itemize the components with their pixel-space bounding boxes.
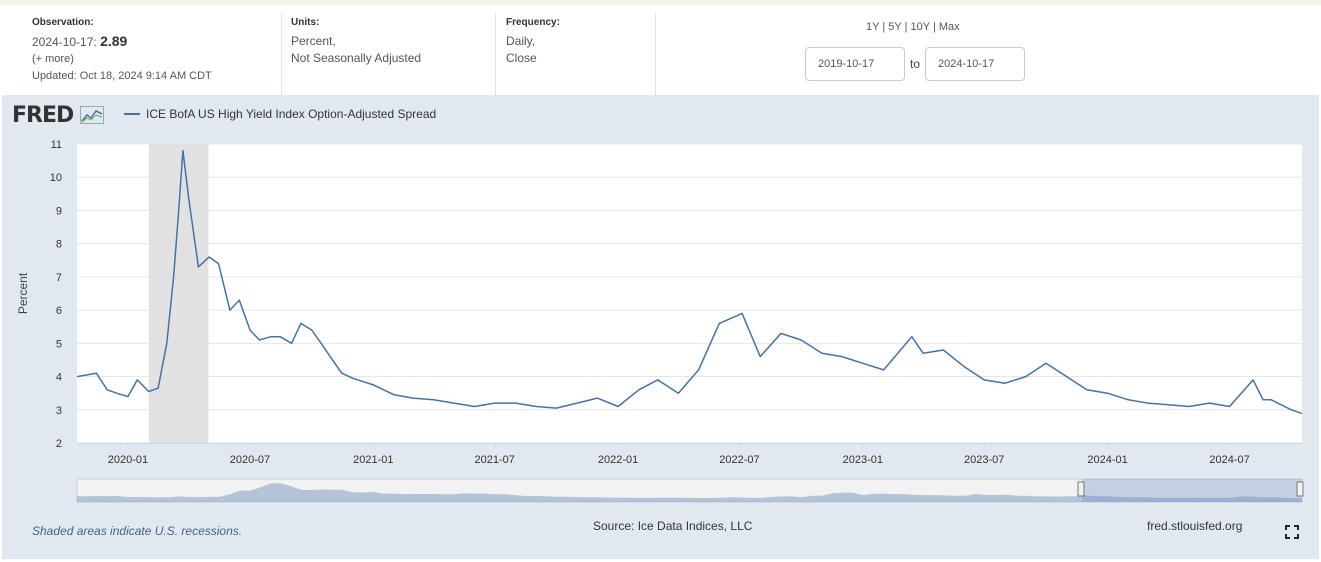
legend-label: ICE BofA US High Yield Index Option-Adju… [146, 107, 437, 121]
recession-band [148, 144, 209, 443]
units-line1: Percent, [291, 34, 336, 48]
recession-note: Shaded areas indicate U.S. recessions. [32, 524, 243, 538]
x-tick-label: 2022-01 [598, 454, 638, 466]
x-tick-label: 2021-01 [353, 454, 393, 466]
units-line2: Not Seasonally Adjusted [291, 51, 422, 65]
frequency-line2: Close [506, 51, 537, 65]
start-date-input[interactable]: 2019-10-17 [805, 47, 905, 81]
observation-value: 2.89 [100, 33, 128, 49]
x-tick-label: 2023-01 [843, 454, 883, 466]
range-separator: | [932, 21, 936, 33]
navigator-handle [1296, 481, 1304, 497]
line-chart: 2 3 4 5 6 7 8 9 10 11 2020-01 2020-07 2021-01 2021-0… [16, 139, 1304, 503]
divider [655, 13, 656, 95]
fred-logo-text: FRED [12, 103, 74, 128]
x-tick-label: 2023-07 [964, 454, 1004, 466]
units-label: Units: [291, 17, 320, 28]
frequency-label: Frequency: [506, 17, 560, 28]
site-link[interactable]: fred.stlouisfed.org [1147, 519, 1243, 533]
range-buttons: 1Y | 5Y | 10Y | Max [866, 21, 960, 33]
y-tick-label: 2 [56, 438, 62, 450]
legend-swatch [124, 113, 140, 115]
fred-chart-icon [79, 106, 104, 124]
observation-label: Observation: [32, 17, 94, 28]
updated-text: Updated: Oct 18, 2024 9:14 AM CDT [32, 70, 212, 82]
y-axis-label: Percent [16, 272, 30, 314]
range-max-button[interactable]: Max [938, 21, 960, 33]
x-tick-label: 2021-07 [475, 454, 515, 466]
x-tick-label: 2022-07 [719, 454, 759, 466]
y-tick-label: 5 [56, 338, 62, 350]
observation-block: Observation: 2024-10-17: 2.89 (+ more) U… [32, 14, 212, 85]
frequency-line1: Daily, [506, 34, 536, 48]
y-tick-label: 9 [56, 205, 62, 217]
y-tick-label: 6 [56, 305, 62, 317]
plot-area [77, 144, 1302, 443]
series-layer [76, 149, 1303, 415]
navigator-area [77, 483, 1302, 502]
recession-layer [148, 144, 209, 443]
source-text: Source: Ice Data Indices, LLC [593, 519, 753, 533]
observation-line: 2024-10-17: 2.89 [32, 33, 212, 51]
navigator-handle [1077, 481, 1085, 497]
y-tick-label: 7 [56, 272, 62, 284]
x-axis: 2020-01 2020-07 2021-01 2021-07 2022-01 2022-… [77, 443, 1302, 466]
x-tick-label: 2024-01 [1087, 454, 1127, 466]
units-block: Units: Percent, Not Seasonally Adjusted [291, 14, 421, 67]
series-meta-bar: Observation: 2024-10-17: 2.89 (+ more) U… [0, 5, 1321, 95]
y-tick-label: 4 [56, 372, 62, 384]
range-10y-button[interactable]: 10Y [910, 21, 930, 33]
observation-date: 2024-10-17: [32, 35, 97, 49]
to-label: to [910, 57, 921, 71]
y-tick-label: 10 [50, 172, 62, 184]
fred-logo: FRED [12, 103, 104, 128]
x-tick-label: 2024-07 [1209, 454, 1249, 466]
series-line [76, 149, 1303, 415]
y-tick-label: 8 [56, 239, 62, 251]
top-strip [0, 0, 1321, 5]
navigator-selection [1082, 479, 1302, 502]
range-separator: | [904, 21, 908, 33]
chart-panel: FRED ICE BofA US High Yield Index Option… [2, 95, 1319, 559]
range-1y-button[interactable]: 1Y [866, 21, 880, 33]
x-tick-label: 2020-07 [230, 454, 270, 466]
y-tick-label: 3 [56, 405, 62, 417]
y-tick-label: 11 [51, 139, 62, 151]
end-date-input[interactable]: 2024-10-17 [925, 47, 1025, 81]
fullscreen-icon[interactable] [1285, 525, 1299, 539]
more-link[interactable]: (+ more) [32, 53, 74, 65]
divider [281, 13, 282, 95]
range-5y-button[interactable]: 5Y [888, 21, 902, 33]
x-tick-label: 2020-01 [108, 454, 148, 466]
y-axis: 2 3 4 5 6 7 8 9 10 11 [50, 139, 62, 450]
legend: ICE BofA US High Yield Index Option-Adju… [124, 107, 436, 121]
divider [495, 13, 496, 95]
navigator[interactable] [76, 478, 1304, 503]
range-separator: | [882, 21, 886, 33]
frequency-block: Frequency: Daily, Close [506, 14, 560, 67]
